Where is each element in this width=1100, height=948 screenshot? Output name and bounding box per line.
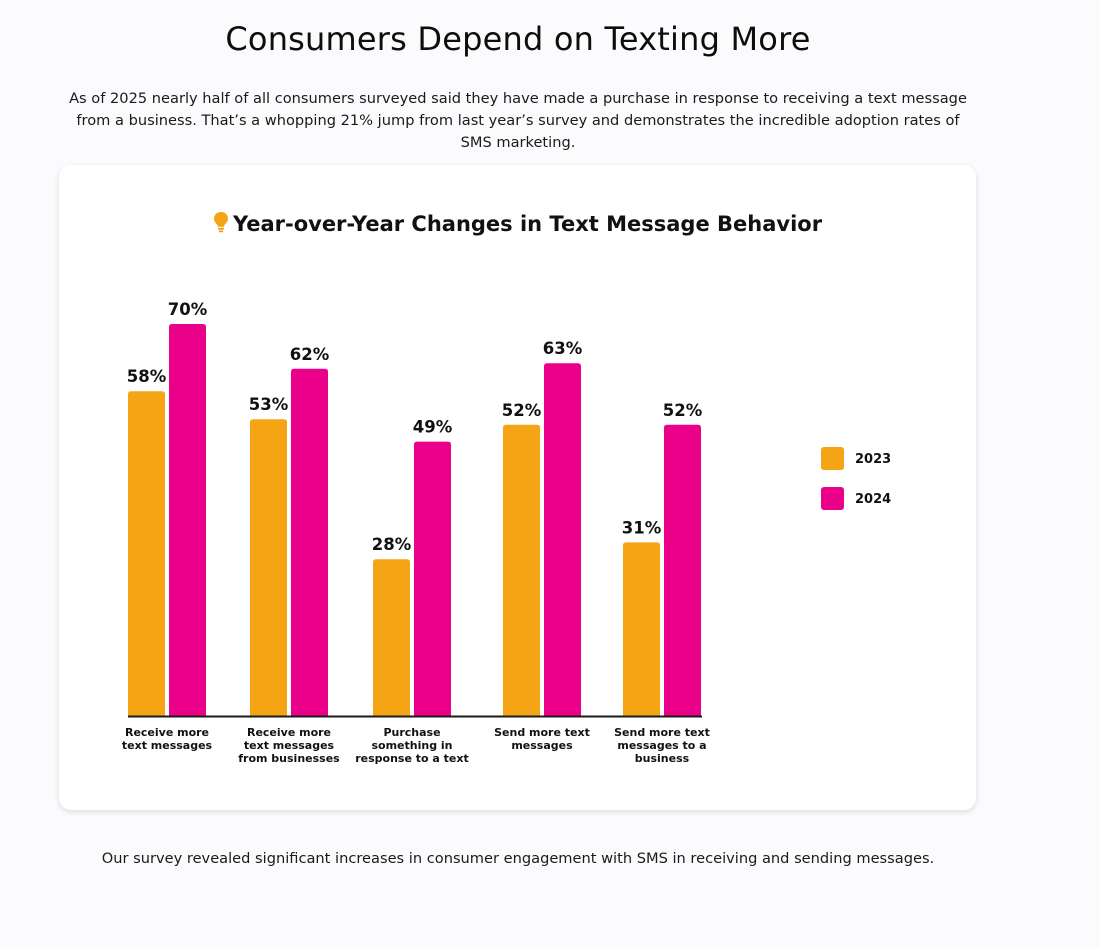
data-label-2023-1: 58% xyxy=(127,367,167,386)
data-label-2024-4: 63% xyxy=(543,339,583,358)
bar-2023-2 xyxy=(250,419,287,716)
category-label-3: Purchase something in response to a text xyxy=(355,726,469,765)
bar-2023-4 xyxy=(503,424,540,716)
page-title: Consumers Depend on Texting More xyxy=(225,20,811,58)
legend-swatch-2023 xyxy=(821,447,844,470)
data-label-2023-2: 53% xyxy=(249,395,289,414)
chart-title: Year-over-Year Changes in Text Message B… xyxy=(232,212,823,236)
bar-2023-5 xyxy=(623,542,660,716)
bar-2024-2 xyxy=(291,368,328,716)
bar-2023-1 xyxy=(128,391,165,716)
lightbulb-icon xyxy=(213,212,228,233)
legend-swatch-2024 xyxy=(821,487,844,510)
intro-paragraph: As of 2025 nearly half of all consumers … xyxy=(69,90,967,151)
outro-paragraph: Our survey revealed significant increase… xyxy=(101,850,935,867)
legend-label-2024: 2024 xyxy=(855,492,891,507)
category-label-5: Send more text messages to a business xyxy=(614,726,710,765)
data-label-2024-2: 62% xyxy=(290,345,330,364)
category-label-2: Receive more text messages from businesses xyxy=(238,726,340,765)
category-label-4: Send more text messages xyxy=(494,726,590,752)
data-label-2024-3: 49% xyxy=(413,418,453,437)
chart-card: Year-over-Year Changes in Text Message B… xyxy=(59,165,976,810)
bar-2024-3 xyxy=(414,441,451,716)
bar-2023-3 xyxy=(373,559,410,716)
chart-title-row: Year-over-Year Changes in Text Message B… xyxy=(59,211,976,236)
bar-2024-4 xyxy=(544,363,581,716)
bar-2024-5 xyxy=(664,424,701,716)
data-label-2023-4: 52% xyxy=(502,401,542,420)
data-label-2023-5: 31% xyxy=(622,518,662,537)
data-label-2023-3: 28% xyxy=(372,535,412,554)
data-label-2024-5: 52% xyxy=(663,401,703,420)
legend-label-2023: 2023 xyxy=(855,452,891,467)
bar-2024-1 xyxy=(169,324,206,716)
data-label-2024-1: 70% xyxy=(168,300,208,319)
bar-chart: 58% 70% Receive more text messages 53% 62% Rec… xyxy=(122,300,891,765)
category-label-1: Receive more text messages xyxy=(122,726,213,752)
